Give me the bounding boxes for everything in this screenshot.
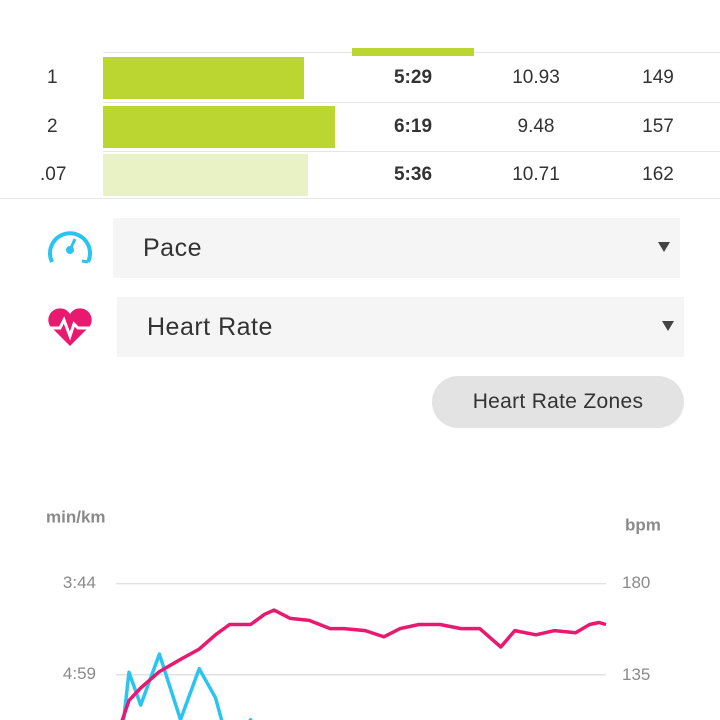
heart-rate: 149 bbox=[642, 67, 674, 88]
y-axis-label: min/km bbox=[46, 507, 106, 526]
metric-select[interactable]: Pace bbox=[113, 218, 680, 278]
split-row: 1 5:29 10.93 149 bbox=[0, 54, 720, 103]
zones-button[interactable]: Heart Rate Zones bbox=[432, 376, 684, 428]
series-line bbox=[120, 608, 607, 720]
split-label: 2 bbox=[47, 115, 58, 137]
pace-icon bbox=[48, 231, 92, 264]
split-row: .07 5:36 10.71 162 bbox=[0, 151, 720, 199]
select-label: Heart Rate bbox=[147, 313, 273, 341]
split-label: 1 bbox=[47, 67, 58, 88]
speed: 10.71 bbox=[512, 164, 560, 185]
pace-bar bbox=[103, 154, 309, 196]
split-row: 2 6:19 9.48 157 bbox=[0, 103, 720, 152]
heart-rate-icon bbox=[46, 308, 94, 346]
separator bbox=[103, 102, 720, 103]
heart-rate: 162 bbox=[642, 164, 674, 185]
separator bbox=[103, 150, 720, 152]
y2-axis-label: bpm bbox=[625, 515, 661, 534]
separator bbox=[0, 198, 720, 199]
y2-tick-label: 180 bbox=[622, 573, 650, 592]
y2-tick-label: 135 bbox=[622, 665, 650, 684]
series-line bbox=[121, 652, 253, 720]
plot-area bbox=[120, 608, 607, 720]
metric-select[interactable]: Heart Rate bbox=[117, 297, 684, 357]
dropdown-arrow bbox=[662, 321, 674, 331]
speed: 9.48 bbox=[517, 115, 555, 137]
y-tick-label: 4:59 bbox=[63, 664, 96, 683]
header-bar bbox=[352, 48, 474, 56]
heart-rate: 157 bbox=[642, 115, 674, 137]
pace: 6:19 bbox=[393, 115, 433, 137]
y-tick-label: 3:44 bbox=[63, 573, 96, 592]
pace: 5:36 bbox=[393, 164, 433, 185]
speed: 10.93 bbox=[512, 67, 560, 88]
pace-bar bbox=[103, 105, 335, 148]
pace-bar bbox=[103, 57, 305, 99]
dropdown-arrow bbox=[658, 242, 670, 252]
select-label: Pace bbox=[143, 234, 202, 262]
pace: 5:29 bbox=[393, 67, 433, 88]
split-label: .07 bbox=[40, 164, 67, 185]
